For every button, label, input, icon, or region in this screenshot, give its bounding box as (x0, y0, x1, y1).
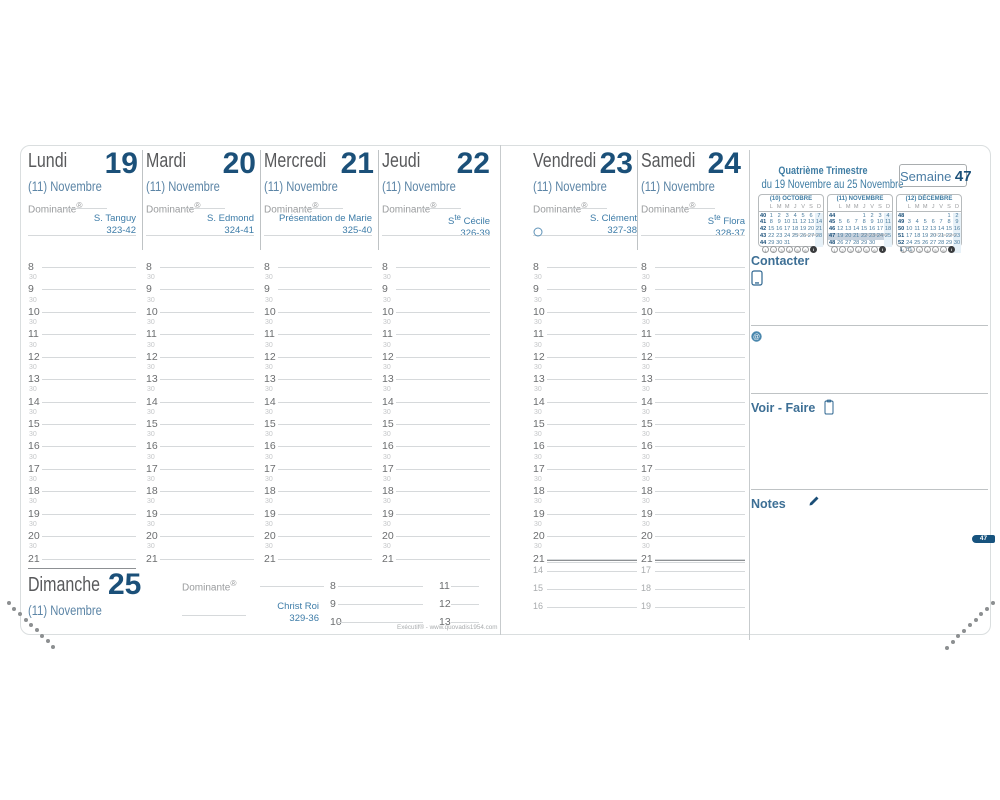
svg-text:@: @ (753, 334, 760, 341)
